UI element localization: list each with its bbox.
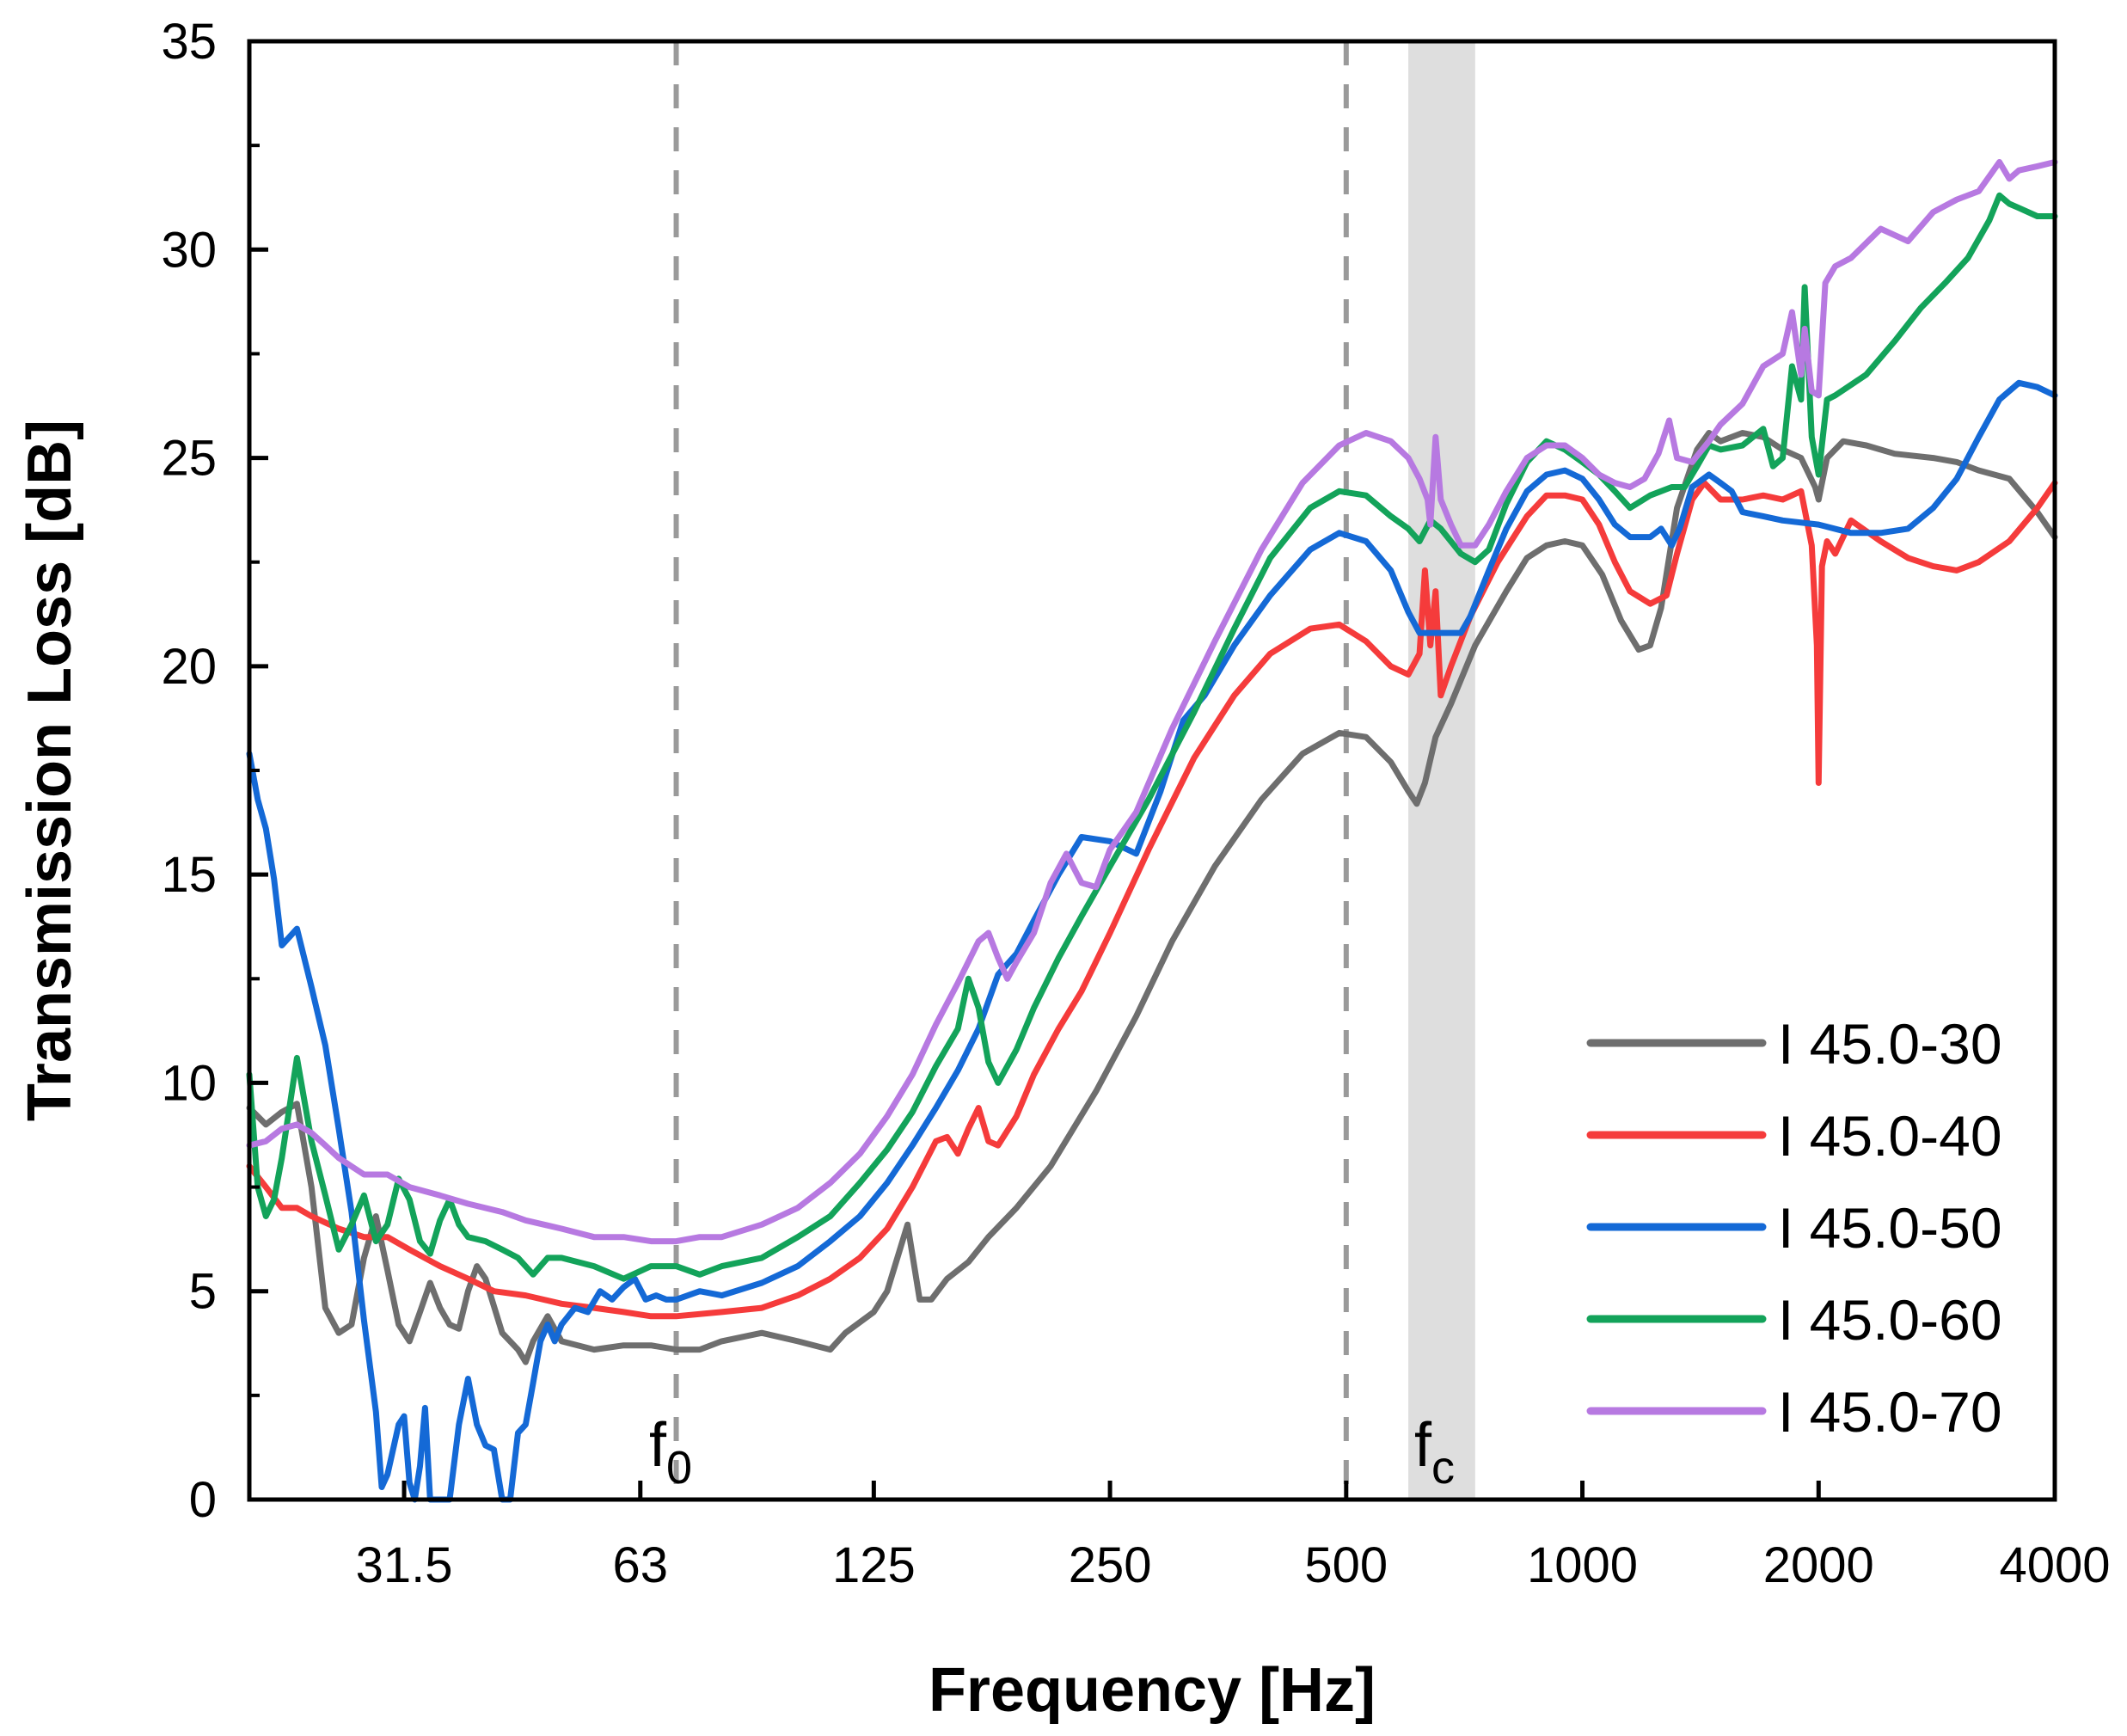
legend-label: I 45.0-40	[1778, 1104, 2002, 1168]
y-tick-label: 30	[161, 222, 217, 278]
y-tick-label: 15	[161, 847, 217, 903]
fc-band	[1408, 41, 1475, 1500]
series-line-2	[246, 480, 2058, 1320]
legend-label: I 45.0-70	[1778, 1380, 2002, 1444]
series-line-4	[246, 192, 2058, 1282]
x-tick-label: 63	[613, 1537, 669, 1593]
x-tick-label: 1000	[1527, 1537, 1638, 1593]
f0-label: f0	[649, 1411, 692, 1494]
x-tick-label: 125	[832, 1537, 916, 1593]
x-tick-label: 500	[1304, 1537, 1388, 1593]
x-tick-label: 4000	[1999, 1537, 2110, 1593]
series-line-1	[246, 430, 2058, 1365]
legend-label: I 45.0-60	[1778, 1288, 2002, 1352]
y-tick-label: 10	[161, 1055, 217, 1111]
y-tick-label: 5	[189, 1264, 217, 1320]
y-axis-title: Transmission Loss [dB]	[15, 420, 84, 1121]
series-line-3	[246, 379, 2058, 1503]
fc-label: fc	[1414, 1411, 1455, 1494]
x-tick-label: 250	[1069, 1537, 1152, 1593]
y-tick-label: 25	[161, 431, 217, 487]
y-tick-label: 35	[161, 14, 217, 70]
legend-label: I 45.0-30	[1778, 1012, 2002, 1076]
legend: I 45.0-30 I 45.0-40 I 45.0-50 I 45.0-60 I 45…	[1586, 1012, 2002, 1444]
y-tick-label: 0	[189, 1472, 217, 1528]
y-tick-label: 20	[161, 639, 217, 695]
x-tick-label: 31.5	[356, 1537, 453, 1593]
x-axis-title: Frequency [Hz]	[929, 1656, 1376, 1725]
legend-label: I 45.0-50	[1778, 1196, 2002, 1260]
x-tick-label: 2000	[1763, 1537, 1874, 1593]
series-line-5	[246, 159, 2058, 1245]
